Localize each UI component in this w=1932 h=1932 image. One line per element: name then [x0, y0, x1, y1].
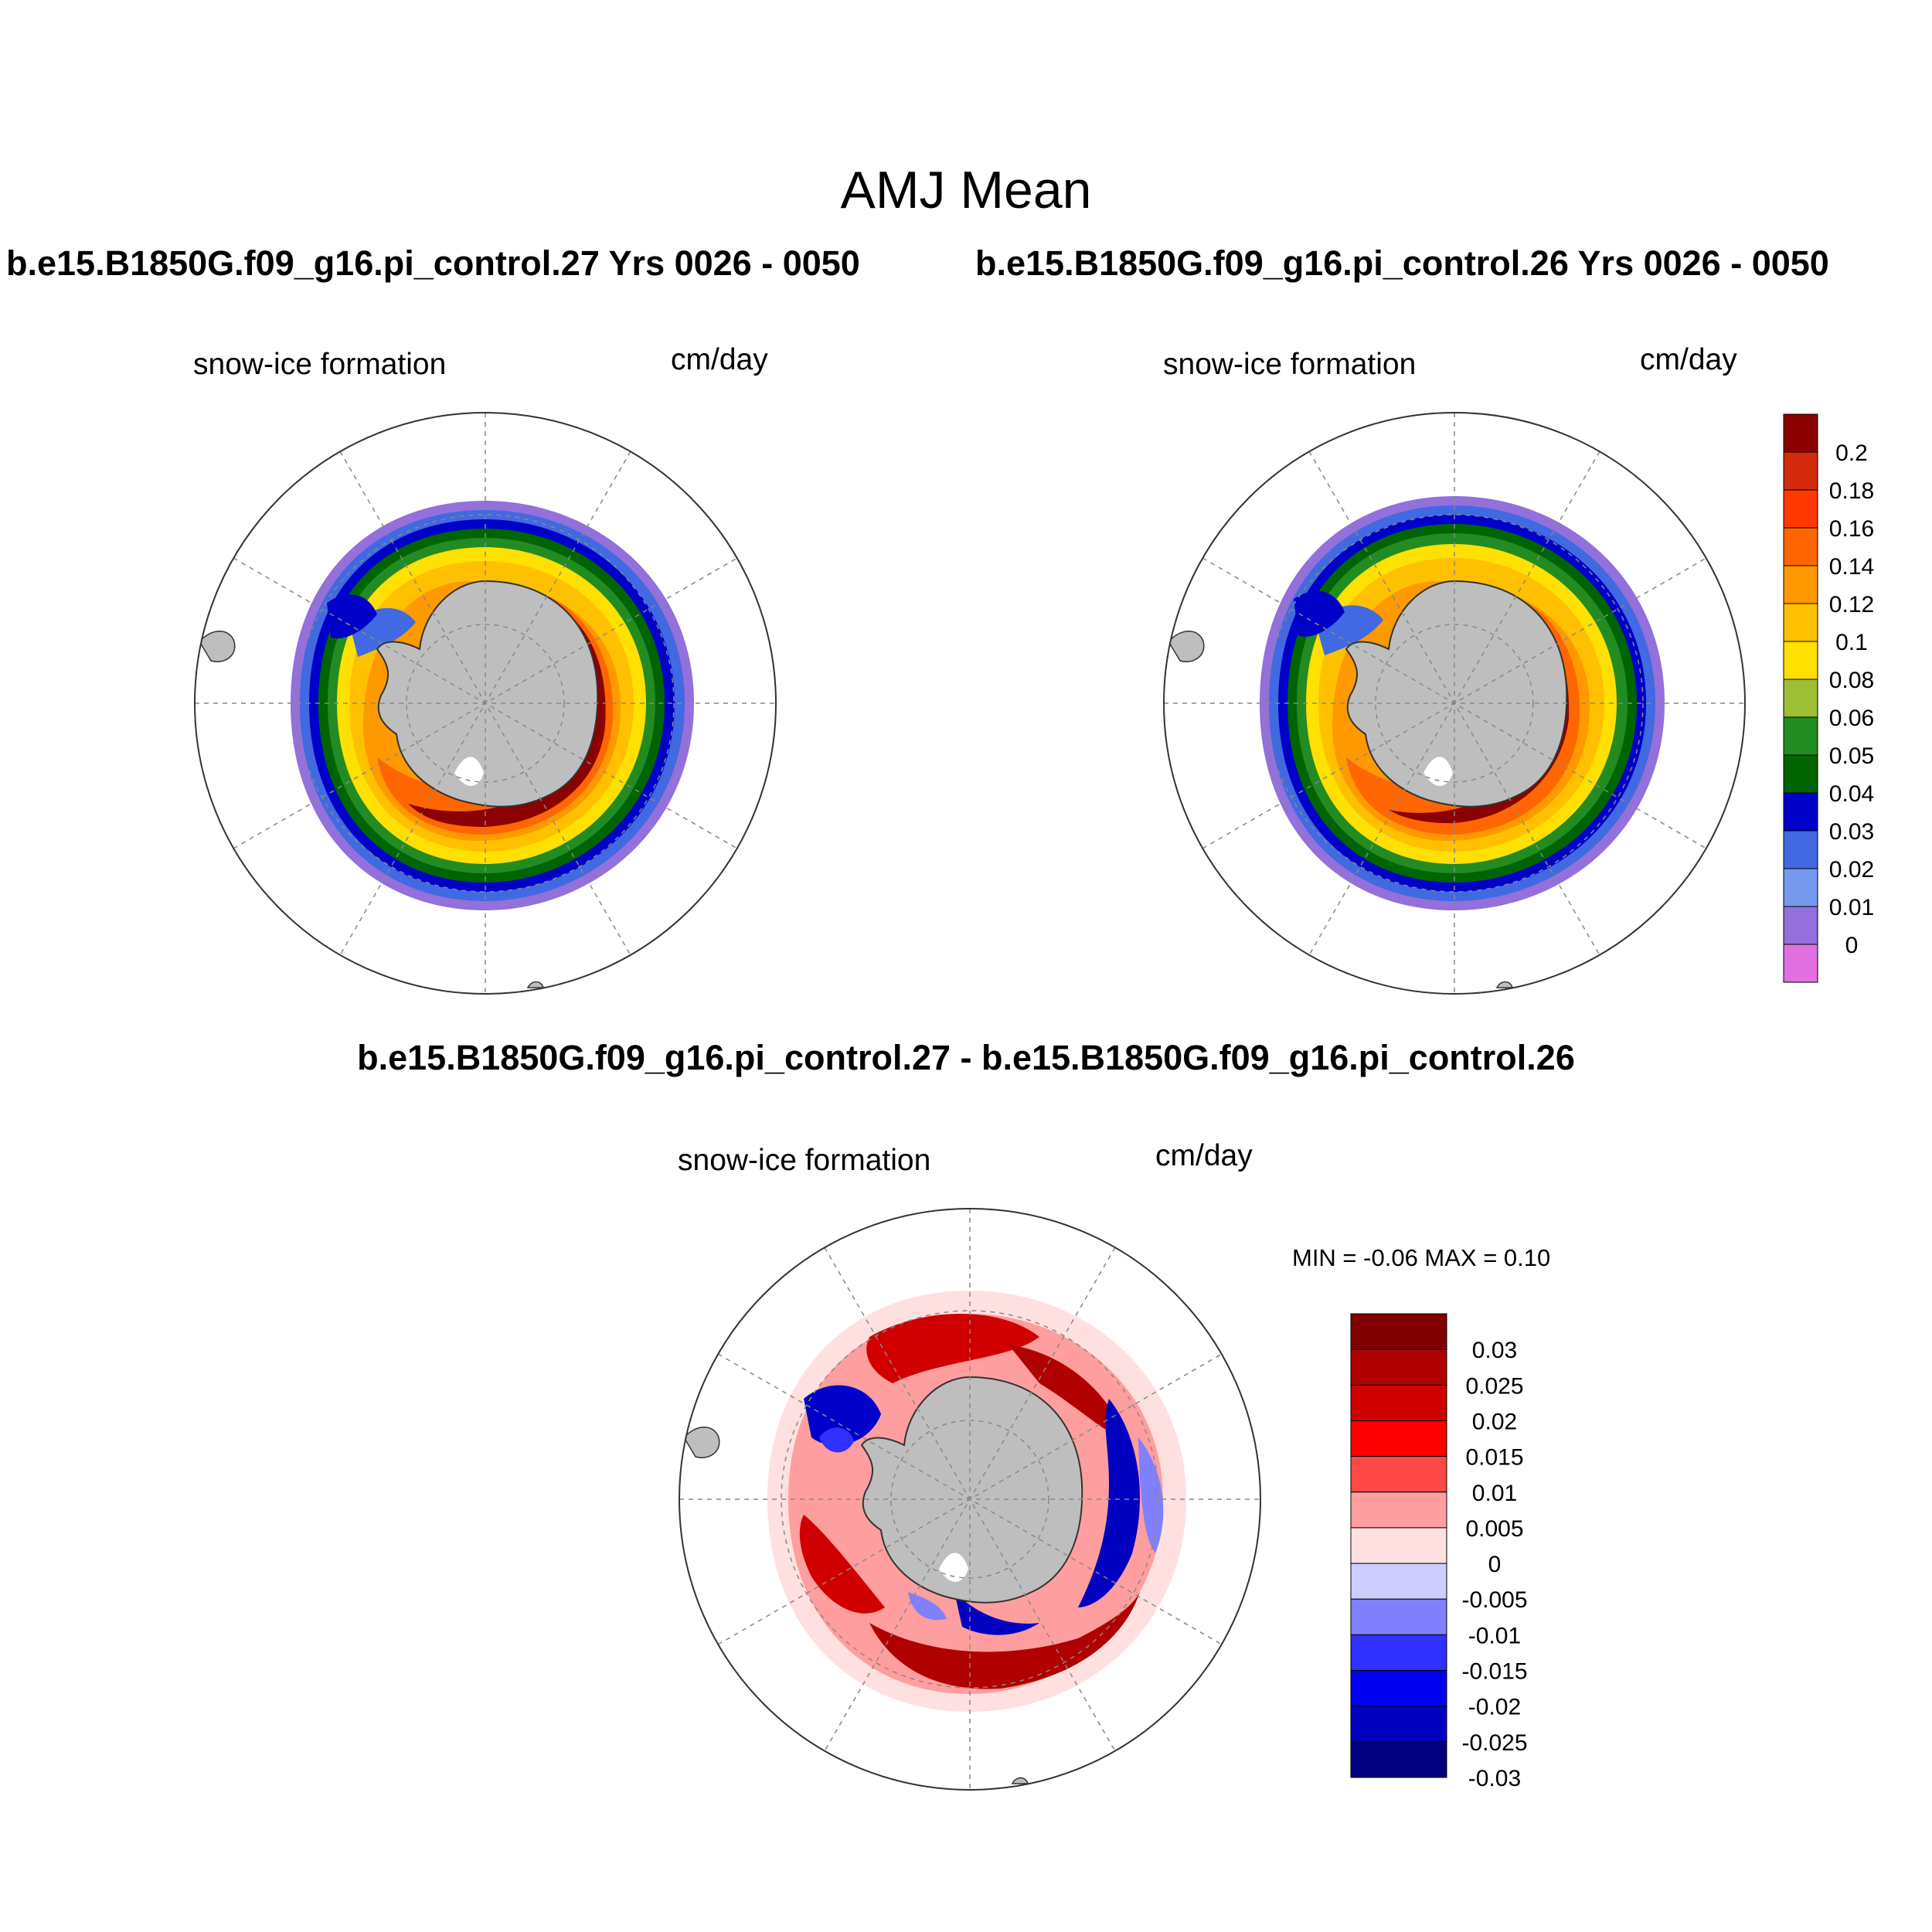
- difference-title: b.e15.B1850G.f09_g16.pi_control.27 - b.e…: [357, 1038, 1575, 1077]
- colorbar-difference-tick-label: 0: [1488, 1552, 1502, 1577]
- graticule: [195, 413, 776, 994]
- colorbar-difference-swatch: [1350, 1563, 1447, 1600]
- colorbar-difference-swatch: [1350, 1384, 1447, 1421]
- colorbar-absolute-tick-label: 0.05: [1829, 743, 1874, 769]
- run-title-left: b.e15.B1850G.f09_g16.pi_control.27 Yrs 0…: [6, 243, 860, 283]
- map-border: [1163, 412, 1746, 995]
- colorbar-difference-swatch: [1350, 1349, 1447, 1386]
- colorbar-absolute-tick-label: 0.08: [1829, 668, 1874, 693]
- colorbar-absolute-tick-label: 0.02: [1829, 857, 1874, 883]
- colorbar-difference-swatch: [1350, 1670, 1447, 1707]
- colorbar-difference-tick-label: 0.025: [1465, 1373, 1523, 1399]
- map-border: [194, 412, 777, 995]
- colorbar-absolute-swatch: [1783, 679, 1818, 718]
- colorbar-difference-swatch: [1350, 1313, 1447, 1350]
- colorbar-difference-swatch: [1350, 1420, 1447, 1458]
- colorbar-difference-tick-label: -0.015: [1461, 1659, 1527, 1685]
- colorbar-difference-tick-label: 0.01: [1472, 1481, 1517, 1506]
- map-border: [679, 1208, 1261, 1791]
- ice-shelf: [1423, 757, 1453, 786]
- colorbar-absolute-swatch: [1783, 906, 1818, 945]
- colorbar-difference-tick-label: 0.015: [1465, 1445, 1523, 1471]
- panel-b-variable: snow-ice formation: [1163, 348, 1417, 381]
- colorbar-absolute-tick-label: 0.14: [1829, 554, 1874, 580]
- panel-a-units: cm/day: [671, 343, 768, 376]
- colorbar-absolute-swatch: [1783, 716, 1818, 756]
- south-america-tip: [683, 1427, 720, 1458]
- colorbar-absolute-swatch: [1783, 413, 1818, 453]
- colorbar-difference-tick-label: -0.02: [1468, 1695, 1521, 1720]
- colorbar-absolute-tick-label: 0.12: [1829, 592, 1874, 617]
- colorbar-difference-tick-label: -0.025: [1461, 1730, 1527, 1756]
- colorbar-absolute-tick-label: 0: [1845, 933, 1859, 958]
- colorbar-absolute-tick-label: 0.16: [1829, 516, 1874, 542]
- colorbar-difference-tick-label: 0.005: [1465, 1516, 1523, 1542]
- colorbar-difference: 0.03 0.025 0.02 0.015 0.01 0.005 0 -0.005 -0.01 -…: [1350, 1313, 1528, 1791]
- colorbar-difference-swatch: [1350, 1456, 1447, 1493]
- polar-map-run-26: [1163, 412, 1746, 995]
- colorbar-difference-swatch: [1350, 1598, 1447, 1635]
- colorbar-absolute-swatch: [1783, 489, 1818, 529]
- panel-diff-variable: snow-ice formation: [678, 1144, 931, 1177]
- colorbar-difference-tick-label: 0.02: [1472, 1409, 1517, 1434]
- south-america-tip: [199, 631, 236, 662]
- antarctica-landmass: [1345, 580, 1568, 808]
- colorbar-difference-swatch: [1350, 1527, 1447, 1564]
- polar-map-difference: [679, 1208, 1261, 1791]
- colorbar-difference-swatch: [1350, 1706, 1447, 1743]
- south-america-tip: [1168, 631, 1205, 662]
- panel-diff-units: cm/day: [1155, 1139, 1253, 1172]
- colorbar-absolute-swatch: [1783, 565, 1818, 604]
- colorbar-absolute-tick-label: 0.01: [1829, 895, 1874, 920]
- difference-field: [767, 1291, 1186, 1712]
- colorbar-absolute-swatch: [1783, 754, 1818, 794]
- colorbar-absolute-tick-label: 0.2: [1835, 440, 1868, 466]
- graticule: [679, 1209, 1260, 1790]
- colorbar-absolute-tick-label: 0.04: [1829, 781, 1874, 807]
- colorbar-absolute-swatch: [1783, 944, 1818, 983]
- colorbar-absolute-swatch: [1783, 603, 1818, 642]
- antarctica-landmass: [860, 1376, 1083, 1604]
- colorbar-absolute-tick-label: 0.03: [1829, 819, 1874, 845]
- colorbar-absolute: 0.2 0.18 0.16 0.14 0.12 0.1 0.08 0.06 0.05 0.04 0.…: [1783, 413, 1874, 983]
- polar-map-run-27: [194, 412, 777, 995]
- run-title-right: b.e15.B1850G.f09_g16.pi_control.26 Yrs 0…: [975, 243, 1829, 283]
- colorbar-absolute-swatch: [1783, 868, 1818, 907]
- colorbar-absolute-tick-label: 0.18: [1829, 478, 1874, 504]
- colorbar-difference-swatch: [1350, 1492, 1447, 1529]
- colorbar-difference-tick-label: 0.03: [1472, 1338, 1517, 1363]
- graticule: [1164, 413, 1745, 994]
- colorbar-difference-swatch: [1350, 1634, 1447, 1672]
- colorbar-absolute-swatch: [1783, 451, 1818, 491]
- figure-title: AMJ Mean: [840, 161, 1092, 219]
- colorbar-absolute-swatch: [1783, 830, 1818, 869]
- antarctica-landmass: [376, 580, 599, 808]
- panel-a-variable: snow-ice formation: [193, 348, 447, 381]
- colorbar-difference-tick-label: -0.005: [1461, 1587, 1527, 1613]
- colorbar-difference-tick-label: -0.03: [1468, 1766, 1521, 1791]
- min-max-readout: MIN = -0.06 MAX = 0.10: [1292, 1244, 1551, 1271]
- colorbar-absolute-swatch: [1783, 792, 1818, 832]
- colorbar-absolute-swatch: [1783, 527, 1818, 566]
- panel-b-units: cm/day: [1640, 343, 1737, 376]
- colorbar-difference-tick-label: -0.01: [1468, 1623, 1521, 1648]
- ice-shelf: [454, 757, 484, 786]
- ice-shelf: [939, 1553, 968, 1582]
- colorbar-difference-swatch: [1350, 1741, 1447, 1778]
- colorbar-absolute-tick-label: 0.1: [1835, 630, 1868, 655]
- colorbar-absolute-tick-label: 0.06: [1829, 706, 1874, 731]
- colorbar-absolute-swatch: [1783, 641, 1818, 680]
